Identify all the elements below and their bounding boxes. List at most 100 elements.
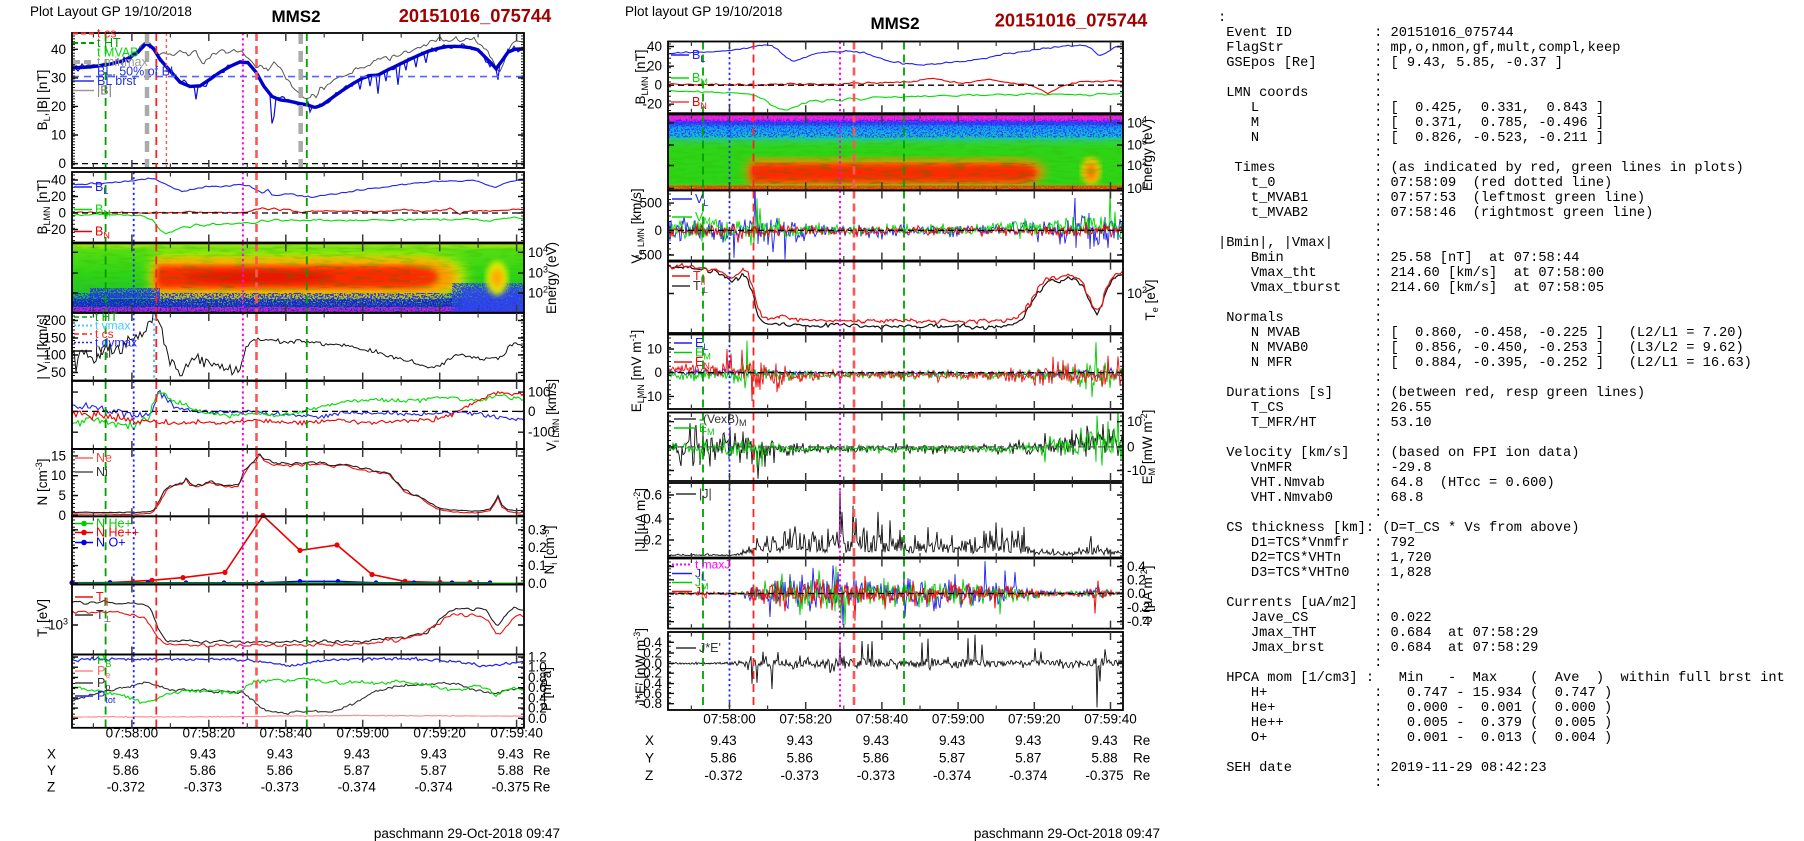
svg-text:07:58:00: 07:58:00 xyxy=(703,712,756,727)
svg-text:Re: Re xyxy=(1133,751,1150,766)
svg-text:0.4: 0.4 xyxy=(643,635,662,650)
svg-text::: : xyxy=(1218,221,1382,236)
svg-text:9.43: 9.43 xyxy=(710,733,736,748)
svg-text:0: 0 xyxy=(654,365,662,380)
svg-text:0.2: 0.2 xyxy=(528,540,547,555)
svg-text:07:59:20: 07:59:20 xyxy=(1008,712,1061,727)
svg-text:20: 20 xyxy=(51,189,66,204)
svg-text:07:58:40: 07:58:40 xyxy=(856,712,909,727)
svg-text:MMS2: MMS2 xyxy=(870,14,919,33)
svg-text:5.86: 5.86 xyxy=(863,751,889,766)
svg-text:J*E': J*E' xyxy=(699,641,721,655)
svg-text:0.4: 0.4 xyxy=(528,690,547,705)
svg-text:LMN coords :: LMN coords : xyxy=(1218,86,1382,101)
svg-text:-0.374: -0.374 xyxy=(933,768,972,783)
svg-text:0: 0 xyxy=(528,404,536,419)
svg-text:He+ : 0.000 - 0.: He+ : 0.000 - 0.001 ( 0.000 ) xyxy=(1218,701,1612,716)
svg-text::: : xyxy=(1218,656,1382,671)
svg-text:VnMFR : -29.8: VnMFR : -29.8 xyxy=(1218,461,1432,476)
svg-text::: : xyxy=(1218,71,1382,86)
svg-text:|Bmin|, |Vmax| :: |Bmin|, |Vmax| : xyxy=(1218,236,1382,251)
svg-text:P [nPa]: P [nPa] xyxy=(539,667,554,711)
svg-text:-0.373: -0.373 xyxy=(781,768,819,783)
svg-text:40: 40 xyxy=(647,39,662,54)
svg-text:Jmax_brst : 0.684 at 07:: Jmax_brst : 0.684 at 07:58:29 xyxy=(1218,641,1538,656)
svg-text:Z: Z xyxy=(645,768,653,783)
svg-text:Re: Re xyxy=(533,747,550,762)
svg-text:-0.8: -0.8 xyxy=(639,696,662,711)
svg-text:Plot layout GP 19/10/2018: Plot layout GP 19/10/2018 xyxy=(625,4,782,19)
svg-text:Energy (eV): Energy (eV) xyxy=(1140,119,1155,191)
svg-text:0: 0 xyxy=(58,206,66,221)
svg-text:0.0: 0.0 xyxy=(643,656,662,671)
svg-text:07:59:40: 07:59:40 xyxy=(490,726,543,741)
svg-text:-0.2: -0.2 xyxy=(639,666,662,681)
svg-text:Jmax_THT : 0.684 at 07:: Jmax_THT : 0.684 at 07:58:29 xyxy=(1218,626,1538,641)
svg-text:-0.374: -0.374 xyxy=(415,780,454,795)
svg-text:5.86: 5.86 xyxy=(267,763,293,778)
svg-text:500: 500 xyxy=(639,196,662,211)
svg-text:0.6: 0.6 xyxy=(643,488,662,503)
svg-text:Re: Re xyxy=(533,763,550,778)
svg-text:t HT: t HT xyxy=(95,310,118,324)
svg-text:50: 50 xyxy=(51,365,66,380)
svg-text:|J| [µA m-2]: |J| [µA m-2] xyxy=(632,488,648,552)
svg-text:-0.372: -0.372 xyxy=(704,768,742,783)
svg-text:D2=TCS*VHTn : 1,720: D2=TCS*VHTn : 1,720 xyxy=(1218,551,1432,566)
svg-text:0.2: 0.2 xyxy=(1127,572,1146,587)
svg-text::: : xyxy=(1218,776,1382,791)
svg-text:-0.372: -0.372 xyxy=(107,780,145,795)
svg-text:1.2: 1.2 xyxy=(528,650,547,665)
svg-text:Normals :: Normals : xyxy=(1218,311,1382,326)
svg-text:Y: Y xyxy=(47,763,56,778)
svg-text:-0.374: -0.374 xyxy=(1009,768,1048,783)
svg-text:t maxJ: t maxJ xyxy=(695,558,730,572)
svg-text:paschmann 29-Oct-2018 09:47: paschmann 29-Oct-2018 09:47 xyxy=(374,826,560,841)
svg-text:0.2: 0.2 xyxy=(643,646,662,661)
svg-text:T_MFR/HT : 53.10: T_MFR/HT : 53.10 xyxy=(1218,416,1432,431)
svg-text:t cs: t cs xyxy=(97,27,116,41)
svg-text:Vmax_tburst : 214.60 [km/s]: Vmax_tburst : 214.60 [km/s] at 07:58:05 xyxy=(1218,281,1604,296)
svg-text:Ni: Ni xyxy=(96,465,108,479)
svg-text:J [µA m-2]: J [µA m-2] xyxy=(1139,565,1155,622)
svg-text:N : [ 0.826, -0.: N : [ 0.826, -0.523, -0.211 ] xyxy=(1218,131,1604,146)
svg-text:0.3: 0.3 xyxy=(528,522,547,537)
svg-text:Re: Re xyxy=(533,780,550,795)
svg-text:X: X xyxy=(645,733,654,748)
svg-text:-10: -10 xyxy=(1127,463,1147,478)
svg-text:07:58:40: 07:58:40 xyxy=(259,726,312,741)
svg-text:t cs: t cs xyxy=(95,327,114,341)
svg-text:0.4: 0.4 xyxy=(1127,559,1146,574)
svg-text:9.43: 9.43 xyxy=(497,747,523,762)
svg-text:0.6: 0.6 xyxy=(528,680,547,695)
svg-text:0.2: 0.2 xyxy=(528,701,547,716)
svg-text:BLMN [nT]: BLMN [nT] xyxy=(35,179,52,234)
svg-text:FlagStr : mp,o,nmon,: FlagStr : mp,o,nmon,gf,mult,compl,keep xyxy=(1218,41,1620,56)
svg-text:JL: JL xyxy=(695,567,706,583)
svg-text:|Vi|: |Vi| xyxy=(95,344,111,360)
svg-text:07:58:00: 07:58:00 xyxy=(106,726,159,741)
svg-text:Te [eV]: Te [eV] xyxy=(1143,279,1160,320)
svg-text:BL,|B| [nT]: BL,|B| [nT] xyxy=(35,70,52,131)
svg-text:200: 200 xyxy=(43,313,66,328)
svg-text:SEH date : 2019-11-29: SEH date : 2019-11-29 08:42:23 xyxy=(1218,761,1547,776)
svg-text:t dvmax: t dvmax xyxy=(95,336,137,350)
svg-text:Re: Re xyxy=(1133,733,1150,748)
svg-text:Event ID : 20151016_0: Event ID : 20151016_075744 xyxy=(1218,26,1514,41)
svg-text:5.87: 5.87 xyxy=(1015,751,1041,766)
svg-text:M : [ 0.371, 0.: M : [ 0.371, 0.785, -0.496 ] xyxy=(1218,116,1604,131)
svg-text:20151016_075744: 20151016_075744 xyxy=(399,5,552,26)
svg-text:10: 10 xyxy=(51,468,66,483)
svg-text:07:58:20: 07:58:20 xyxy=(183,726,236,741)
svg-text:07:59:00: 07:59:00 xyxy=(932,712,985,727)
svg-text:10: 10 xyxy=(647,342,662,357)
svg-text:t_0 : 07:58:09 (re: t_0 : 07:58:09 (red dotted line) xyxy=(1218,176,1612,191)
svg-text:Re: Re xyxy=(1133,768,1150,783)
svg-text:Y: Y xyxy=(645,751,654,766)
svg-text:9.43: 9.43 xyxy=(113,747,139,762)
svg-text:-0.4: -0.4 xyxy=(1127,614,1151,629)
svg-text:Ni [cm-3]: Ni [cm-3] xyxy=(541,525,559,574)
svg-text:-0.6: -0.6 xyxy=(639,686,662,701)
svg-text:t minmax: t minmax xyxy=(97,55,148,69)
svg-text:D3=TCS*VHTn0 : 1,828: D3=TCS*VHTn0 : 1,828 xyxy=(1218,566,1432,581)
